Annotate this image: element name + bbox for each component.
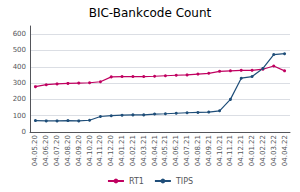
svg-text:04.01.22: 04.01.22 [248,135,256,166]
svg-text:04.09.21: 04.09.21 [205,135,213,166]
svg-text:04.12.20: 04.12.20 [107,135,115,166]
svg-text:600: 600 [13,30,26,38]
svg-text:04.02.22: 04.02.22 [259,135,267,166]
svg-text:300: 300 [13,79,26,87]
svg-text:04.03.21: 04.03.21 [140,135,148,166]
svg-text:04.04.22: 04.04.22 [281,135,289,166]
svg-text:04.11.20: 04.11.20 [96,135,104,166]
svg-text:BIC-Bankcode Count: BIC-Bankcode Count [89,6,212,20]
svg-text:04.10.20: 04.10.20 [86,135,94,166]
svg-text:04.05.20: 04.05.20 [31,135,39,166]
svg-text:04.05.21: 04.05.21 [161,135,169,166]
svg-text:04.06.21: 04.06.21 [172,135,180,166]
svg-text:04.07.20: 04.07.20 [53,135,61,166]
svg-text:04.08.20: 04.08.20 [64,135,72,166]
svg-text:04.08.21: 04.08.21 [194,135,202,166]
svg-text:04.01.21: 04.01.21 [118,135,126,166]
svg-text:200: 200 [13,95,26,103]
svg-text:04.10.21: 04.10.21 [216,135,224,166]
svg-text:04.11.21: 04.11.21 [226,135,234,166]
svg-text:04.04.21: 04.04.21 [151,135,159,166]
svg-text:04.12.21: 04.12.21 [237,135,245,166]
svg-text:04.09.20: 04.09.20 [75,135,83,166]
svg-text:0: 0 [22,128,26,136]
svg-text:04.07.21: 04.07.21 [183,135,191,166]
svg-text:100: 100 [13,112,26,120]
svg-text:04.03.22: 04.03.22 [270,135,278,166]
svg-text:TIPS: TIPS [175,177,193,186]
svg-text:RT1: RT1 [129,177,144,186]
svg-text:04.06.20: 04.06.20 [42,135,50,166]
svg-text:400: 400 [13,63,26,71]
svg-text:04.02.21: 04.02.21 [129,135,137,166]
svg-text:500: 500 [13,46,26,54]
